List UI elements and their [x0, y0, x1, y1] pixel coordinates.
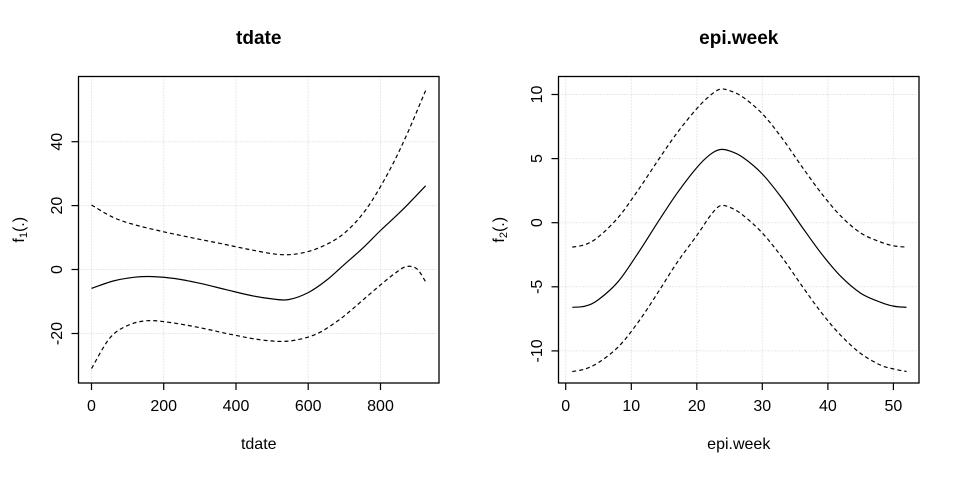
plot-frame — [557, 75, 920, 384]
x-tick-label-50: 50 — [885, 398, 903, 415]
y-tick-label-group: 40 — [49, 133, 66, 151]
x-tick-label-0: 0 — [87, 398, 96, 415]
plot-background — [480, 0, 960, 480]
x-tick-label-40: 40 — [819, 398, 837, 415]
x-tick-label-10: 10 — [622, 398, 640, 415]
curve-fit — [91, 185, 427, 301]
curve-lower-ci — [90, 265, 427, 369]
x-axis-label: epi.week — [707, 436, 771, 453]
y-axis-label: f1(.) — [11, 217, 30, 243]
y-axis-label: f2(.) — [491, 217, 510, 243]
y-tick-label--5: -5 — [529, 280, 546, 294]
plot-tdate: 0 200 400 600 800 -20 0 20 40 tdate tdate f1(.) — [0, 0, 480, 480]
y-axis-label-group: f1(.) — [11, 217, 30, 243]
x-tick-label-600: 600 — [295, 398, 322, 415]
x-tick-label-400: 400 — [223, 398, 250, 415]
y-tick-label-group: 10 — [529, 86, 546, 104]
y-tick-label-0: 0 — [49, 265, 66, 274]
plot-title: epi.week — [699, 28, 779, 49]
panel-epi-week: 0 10 20 30 40 50 -10 -5 0 5 10 epi.week epi.week f2(.… — [480, 0, 960, 480]
plot-background — [0, 0, 480, 480]
y-tick-label-group: -10 — [529, 339, 546, 362]
curve-upper-ci — [572, 88, 907, 248]
y-tick-label-40: 40 — [49, 133, 66, 151]
y-label-suffix: (.) — [11, 217, 28, 232]
y-tick-label-0: 0 — [529, 218, 546, 227]
grid — [78, 76, 439, 383]
curve-upper-ci — [91, 90, 427, 256]
y-label-base: f — [11, 238, 28, 243]
x-tick-label-20: 20 — [688, 398, 706, 415]
y-tick-label-5: 5 — [529, 154, 546, 163]
y-tick-label-10: 10 — [529, 86, 546, 104]
y-tick-label-group: 0 — [49, 265, 66, 274]
x-tick-label-0: 0 — [561, 398, 570, 415]
y-tick-label-group: -5 — [529, 280, 546, 294]
plot-frame — [77, 75, 440, 384]
curve-fit — [572, 148, 907, 308]
y-label-subscript: 1 — [18, 232, 30, 238]
x-axis-label: tdate — [241, 436, 277, 453]
y-label-suffix: (.) — [491, 217, 508, 232]
y-tick-label-group: -20 — [49, 322, 66, 345]
plot-title: tdate — [236, 28, 281, 49]
plot-epi.week: 0 10 20 30 40 50 -10 -5 0 5 10 epi.week epi.week f2(.… — [480, 0, 960, 480]
y-label-base: f — [491, 238, 508, 243]
y-tick-label--10: -10 — [529, 339, 546, 362]
x-tick-label-200: 200 — [150, 398, 177, 415]
y-label-subscript: 2 — [498, 232, 510, 238]
y-tick-label-group: 5 — [529, 154, 546, 163]
panel-tdate: 0 200 400 600 800 -20 0 20 40 tdate tdate f1(.) — [0, 0, 480, 480]
curve-lower-ci — [572, 204, 907, 373]
y-tick-label-group: 20 — [49, 197, 66, 215]
x-tick-label-800: 800 — [367, 398, 394, 415]
y-tick-label-20: 20 — [49, 197, 66, 215]
y-axis-label-group: f2(.) — [491, 217, 510, 243]
x-tick-label-30: 30 — [753, 398, 771, 415]
y-tick-label--20: -20 — [49, 322, 66, 345]
y-tick-label-group: 0 — [529, 218, 546, 227]
